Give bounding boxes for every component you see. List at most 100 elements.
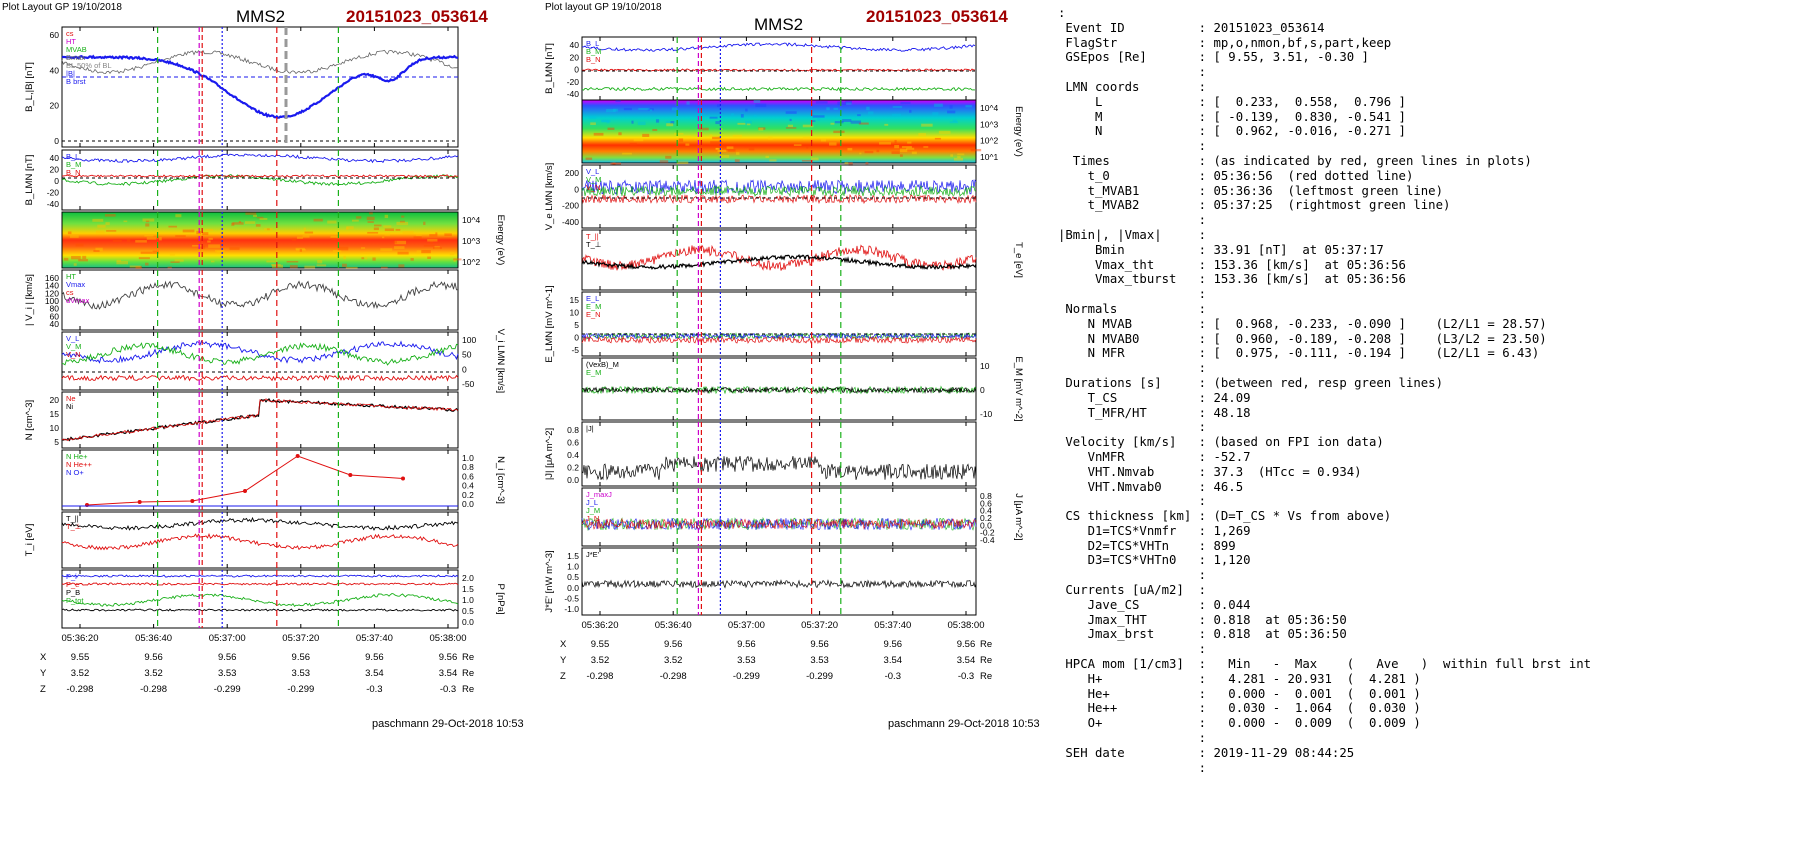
tick-label: 1.5	[567, 551, 579, 561]
spectrogram-texture	[208, 237, 213, 240]
event-table-row: :	[1058, 65, 1591, 80]
spectrogram-texture	[106, 230, 117, 232]
event-table-value: : 0.818 at 05:36:50	[1198, 612, 1347, 627]
axis-label: B_LMN [nT]	[544, 43, 555, 94]
event-table-row: T_CS : 24.09	[1058, 391, 1591, 406]
legend-entry: J_L	[586, 498, 598, 507]
spectrogram-texture	[769, 159, 777, 162]
position-row-label: Y	[560, 655, 567, 666]
spectrogram-texture	[894, 139, 897, 144]
time-tick-label: 05:36:20	[582, 620, 619, 631]
spectrogram-texture	[876, 149, 880, 153]
spectrogram-texture	[615, 100, 621, 102]
tick-label: 0.6	[980, 498, 992, 508]
event-table-key: |Bmin|, |Vmax|	[1058, 227, 1199, 242]
position-value: -0.3	[958, 671, 974, 682]
spectrogram-texture	[229, 247, 240, 250]
event-table-row: :	[1058, 568, 1591, 583]
spectrogram-texture	[652, 128, 658, 132]
panel-frame	[581, 291, 977, 357]
tick-label: 0.6	[567, 438, 579, 448]
time-tick-label: 05:38:00	[430, 633, 467, 644]
tick-label: 0.0	[567, 583, 579, 593]
spectrogram-texture	[731, 113, 734, 116]
tick-label: 40	[50, 153, 60, 163]
spectrogram-texture	[715, 147, 719, 150]
spectrogram-texture	[396, 221, 409, 226]
panel-espec: 10^4 10^3 10^2 10^1 Energy (eV)	[581, 99, 1024, 166]
legend-entry: V_M	[66, 342, 81, 351]
spectrogram-texture	[295, 249, 306, 251]
legend-entry: T_⊥	[66, 522, 82, 531]
spectrogram-texture	[263, 228, 273, 231]
spectrogram-texture	[343, 255, 346, 260]
tick-label: 0.5	[462, 606, 474, 616]
spectrogram-texture	[736, 152, 740, 155]
tick-label: 0	[574, 65, 579, 75]
panel-frame	[61, 569, 459, 629]
position-value: 9.56	[144, 652, 163, 663]
time-tick-label: 05:38:00	[948, 620, 985, 631]
event-table-key: VHT.Nmvab0	[1058, 479, 1199, 494]
position-row-label: X	[560, 639, 567, 650]
spectrogram-texture	[116, 261, 129, 265]
legend-entry: E_L	[586, 294, 599, 303]
legend-entry: P_B	[66, 588, 80, 597]
event-table-value: : [ -0.139, 0.830, -0.541 ]	[1198, 109, 1406, 124]
spectrogram-texture	[429, 234, 438, 237]
event-table-key: Currents [uA/m2]	[1058, 583, 1199, 598]
event-table-value: :	[1198, 583, 1207, 598]
spectrogram-texture	[906, 147, 915, 150]
spectrogram-texture	[787, 124, 794, 128]
tick-label: 10^4	[462, 215, 480, 225]
spectrogram-texture	[159, 237, 162, 241]
spectrogram-texture	[755, 103, 767, 108]
position-value: 3.52	[144, 668, 163, 679]
tick-label: 120	[45, 288, 59, 298]
series-line	[62, 398, 459, 442]
event-table-key: t_MVAB2	[1058, 198, 1199, 213]
event-table-row: He+ : 0.000 - 0.001 ( 0.001 )	[1058, 687, 1591, 702]
spectrogram-texture	[342, 263, 347, 267]
axis-label: T_e [eV]	[1013, 242, 1024, 278]
panel-frame	[61, 511, 459, 569]
series-line	[581, 179, 977, 195]
legend-entry: J*E'	[586, 550, 600, 559]
event-table-row: N MFR : [ 0.975, -0.111, -0.194 ] (L2/L1…	[1058, 346, 1591, 361]
spectrogram-texture	[810, 157, 819, 161]
event-table-key	[1058, 213, 1199, 227]
series-line	[581, 184, 977, 197]
position-value: 9.56	[292, 652, 311, 663]
spectrogram-texture	[879, 142, 891, 145]
spectrogram-texture	[366, 216, 375, 221]
time-tick-label: 05:36:40	[135, 633, 172, 644]
tick-label: 0.6	[462, 471, 474, 481]
tick-label: 50	[462, 350, 472, 360]
spectrogram-texture	[145, 262, 149, 266]
spectrogram-texture	[384, 233, 390, 236]
event-table-value: :	[1198, 213, 1207, 228]
spectrogram-texture	[801, 160, 813, 162]
event-table-row: t_0 : 05:36:56 (red dotted line)	[1058, 169, 1591, 184]
spectrogram-texture	[709, 116, 718, 119]
spectrogram-texture	[726, 149, 736, 152]
event-table-key: Times	[1058, 153, 1199, 168]
spectrogram-texture	[105, 222, 110, 226]
spectrogram-texture	[317, 260, 323, 264]
spectrogram-texture	[848, 162, 853, 166]
spectrogram-texture	[833, 107, 838, 110]
tick-label: 0.4	[462, 481, 474, 491]
spectrogram-texture	[837, 101, 847, 106]
spectrogram-texture	[868, 111, 874, 115]
spectrogram-texture	[618, 132, 622, 136]
event-table-key: D2=TCS*VHTn	[1058, 538, 1199, 553]
tick-label: 15	[570, 295, 580, 305]
spectrogram-texture	[351, 219, 359, 222]
event-table-value: :	[1198, 227, 1207, 242]
spectrogram-texture	[666, 123, 674, 127]
tick-label: 10^1	[980, 152, 998, 162]
spectrogram-texture	[758, 127, 764, 131]
spectrogram-texture	[631, 120, 634, 124]
event-table-value: :	[1198, 361, 1207, 376]
axis-label: B_LMN [nT]	[24, 155, 35, 206]
